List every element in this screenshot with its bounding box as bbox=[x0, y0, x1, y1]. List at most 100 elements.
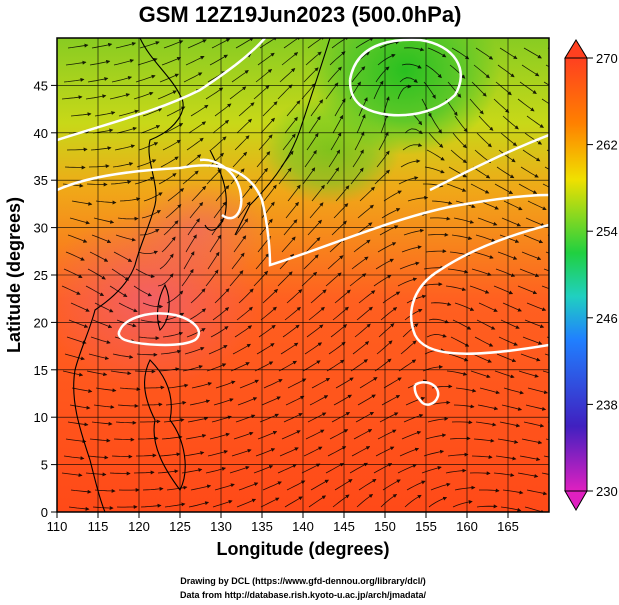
streamline bbox=[93, 404, 115, 409]
streamline bbox=[382, 479, 401, 491]
streamline bbox=[333, 203, 349, 219]
streamline bbox=[238, 482, 259, 491]
streamline bbox=[335, 185, 350, 202]
y-tick-label: 10 bbox=[34, 410, 48, 425]
streamline bbox=[303, 67, 319, 83]
streamline bbox=[284, 306, 301, 321]
streamline bbox=[140, 419, 161, 424]
streamline bbox=[139, 41, 160, 49]
streamline bbox=[374, 358, 392, 372]
taiwan-coastline bbox=[156, 283, 170, 332]
streamline bbox=[111, 268, 130, 281]
streamline bbox=[330, 132, 342, 151]
streamline bbox=[527, 387, 549, 395]
x-tick-label: 125 bbox=[169, 519, 191, 534]
streamline bbox=[500, 132, 518, 146]
streamline bbox=[61, 472, 83, 478]
streamline bbox=[327, 66, 342, 83]
triangle-down-icon bbox=[564, 490, 588, 511]
streamline bbox=[260, 497, 280, 508]
streamline bbox=[517, 285, 538, 295]
streamline bbox=[133, 91, 154, 100]
streamline bbox=[190, 288, 206, 304]
streamline bbox=[93, 217, 115, 224]
streamline bbox=[378, 131, 389, 151]
streamline bbox=[163, 220, 179, 236]
streamline bbox=[89, 59, 111, 66]
streamline bbox=[547, 47, 549, 49]
x-tick-label: 165 bbox=[497, 519, 519, 534]
streamline bbox=[87, 268, 106, 280]
streamline bbox=[69, 217, 90, 225]
streamline bbox=[475, 47, 494, 60]
streamline bbox=[520, 353, 541, 362]
streamline bbox=[90, 146, 112, 151]
streamline bbox=[498, 149, 516, 163]
x-tick-label: 115 bbox=[88, 519, 109, 534]
streamline bbox=[86, 182, 108, 187]
philippines-coastline bbox=[144, 359, 186, 492]
streamline bbox=[144, 385, 165, 390]
streamline bbox=[403, 413, 424, 423]
colorbar-scale bbox=[564, 57, 588, 492]
y-tick-label: 35 bbox=[34, 173, 48, 188]
streamline bbox=[186, 137, 204, 151]
colorbar-tick-label: 262 bbox=[596, 138, 618, 153]
streamline bbox=[471, 81, 487, 97]
streamline bbox=[303, 254, 319, 270]
streamline bbox=[116, 126, 137, 134]
streamline bbox=[469, 98, 484, 115]
streamline bbox=[350, 167, 364, 185]
streamline bbox=[451, 234, 473, 240]
streamline bbox=[524, 319, 545, 328]
contour-north-cold bbox=[57, 38, 266, 142]
streamline bbox=[183, 72, 203, 83]
contour-low-ring bbox=[348, 38, 462, 117]
streamline bbox=[162, 139, 181, 151]
streamline bbox=[521, 438, 543, 445]
streamline bbox=[351, 446, 371, 457]
streamline bbox=[402, 143, 423, 151]
streamline bbox=[383, 377, 402, 389]
streamline bbox=[119, 197, 141, 202]
streamline bbox=[215, 185, 230, 202]
y-tick-label: 40 bbox=[34, 126, 48, 141]
streamline bbox=[165, 400, 187, 406]
streamline bbox=[164, 312, 185, 321]
streamline bbox=[111, 454, 133, 459]
streamline bbox=[286, 480, 306, 491]
streamline bbox=[450, 336, 470, 347]
streamline bbox=[111, 75, 133, 83]
contours bbox=[57, 38, 549, 406]
streamline bbox=[334, 289, 351, 304]
streamline bbox=[541, 285, 549, 290]
streamline bbox=[541, 472, 549, 475]
streamline bbox=[184, 154, 202, 168]
streamline bbox=[351, 256, 369, 270]
streamline bbox=[356, 113, 366, 134]
streamline bbox=[548, 507, 549, 508]
y-tick-label: 20 bbox=[34, 315, 48, 330]
streamline bbox=[454, 302, 475, 311]
streamline bbox=[357, 394, 376, 406]
streamline bbox=[285, 201, 299, 219]
streamline bbox=[231, 70, 249, 83]
streamline bbox=[257, 430, 278, 440]
streamline bbox=[236, 306, 253, 321]
x-axis-ticks: 110 115 120 125 130 135 140 145 150 155 160 165 bbox=[47, 512, 519, 534]
streamline bbox=[91, 234, 112, 244]
streamline bbox=[161, 435, 183, 440]
streamline bbox=[397, 84, 412, 100]
streamline bbox=[238, 288, 254, 304]
streamline bbox=[261, 201, 275, 219]
streamline bbox=[421, 98, 432, 118]
streamline bbox=[255, 68, 273, 83]
streamline bbox=[255, 253, 270, 270]
streamline bbox=[230, 168, 245, 185]
streamline bbox=[524, 132, 543, 145]
streamline bbox=[430, 115, 442, 134]
contour-mid-lat bbox=[57, 164, 549, 267]
streamline bbox=[190, 484, 212, 491]
streamline bbox=[303, 446, 323, 457]
streamline bbox=[91, 42, 113, 49]
